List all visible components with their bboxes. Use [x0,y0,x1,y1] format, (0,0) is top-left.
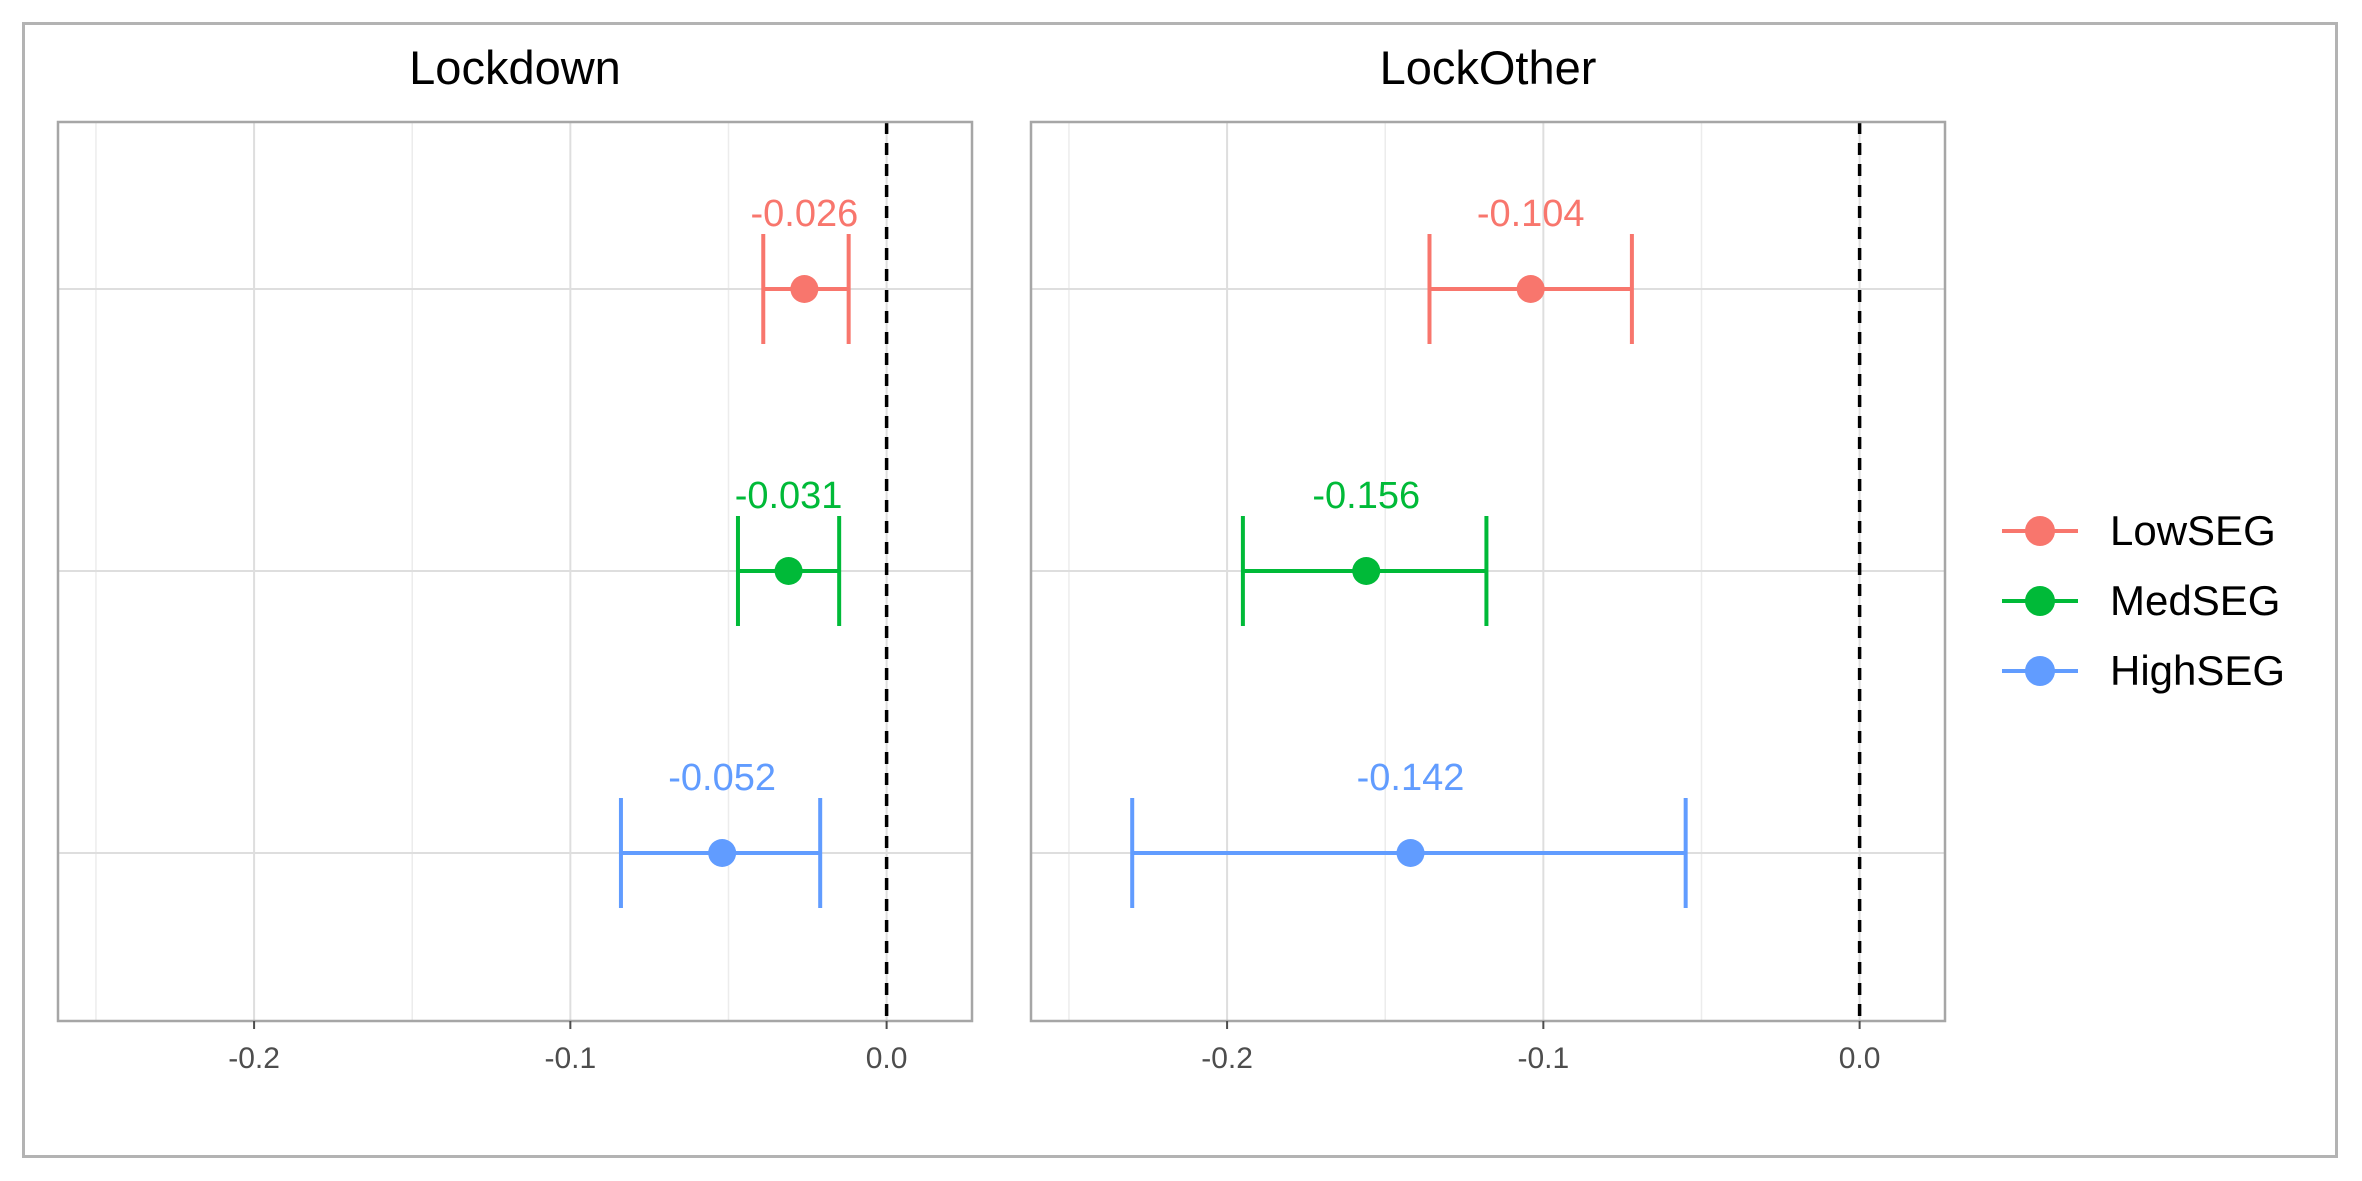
legend-key-point [2025,516,2055,546]
panel-border [56,120,974,1023]
estimate-point [1352,557,1381,585]
estimate-label: -0.142 [1357,757,1465,799]
figure-frame [22,22,2338,1158]
estimate-label: -0.026 [751,193,859,235]
x-tick-label: 0.0 [1839,1042,1881,1075]
x-tick-label: 0.0 [866,1042,908,1075]
panel-title: LockOther [1380,41,1597,94]
estimate-point [790,275,819,303]
x-tick-label: -0.1 [1517,1042,1569,1075]
panel-title: Lockdown [409,41,621,94]
estimate-point [708,839,737,867]
estimate-label: -0.052 [668,757,776,799]
legend-label: LowSEG [2110,507,2276,554]
x-tick-label: -0.2 [1201,1042,1253,1075]
estimate-point [1516,275,1545,303]
estimate-label: -0.104 [1477,193,1585,235]
estimate-label: -0.031 [735,475,843,517]
estimate-point [774,557,803,585]
legend-label: MedSEG [2110,577,2280,624]
legend-key-point [2025,656,2055,686]
estimate-point [1396,839,1425,867]
estimate-label: -0.156 [1312,475,1420,517]
legend-key-point [2025,586,2055,616]
panel-border [1029,120,1947,1023]
x-tick-label: -0.2 [228,1042,280,1075]
x-tick-label: -0.1 [544,1042,596,1075]
legend-label: HighSEG [2110,647,2285,694]
